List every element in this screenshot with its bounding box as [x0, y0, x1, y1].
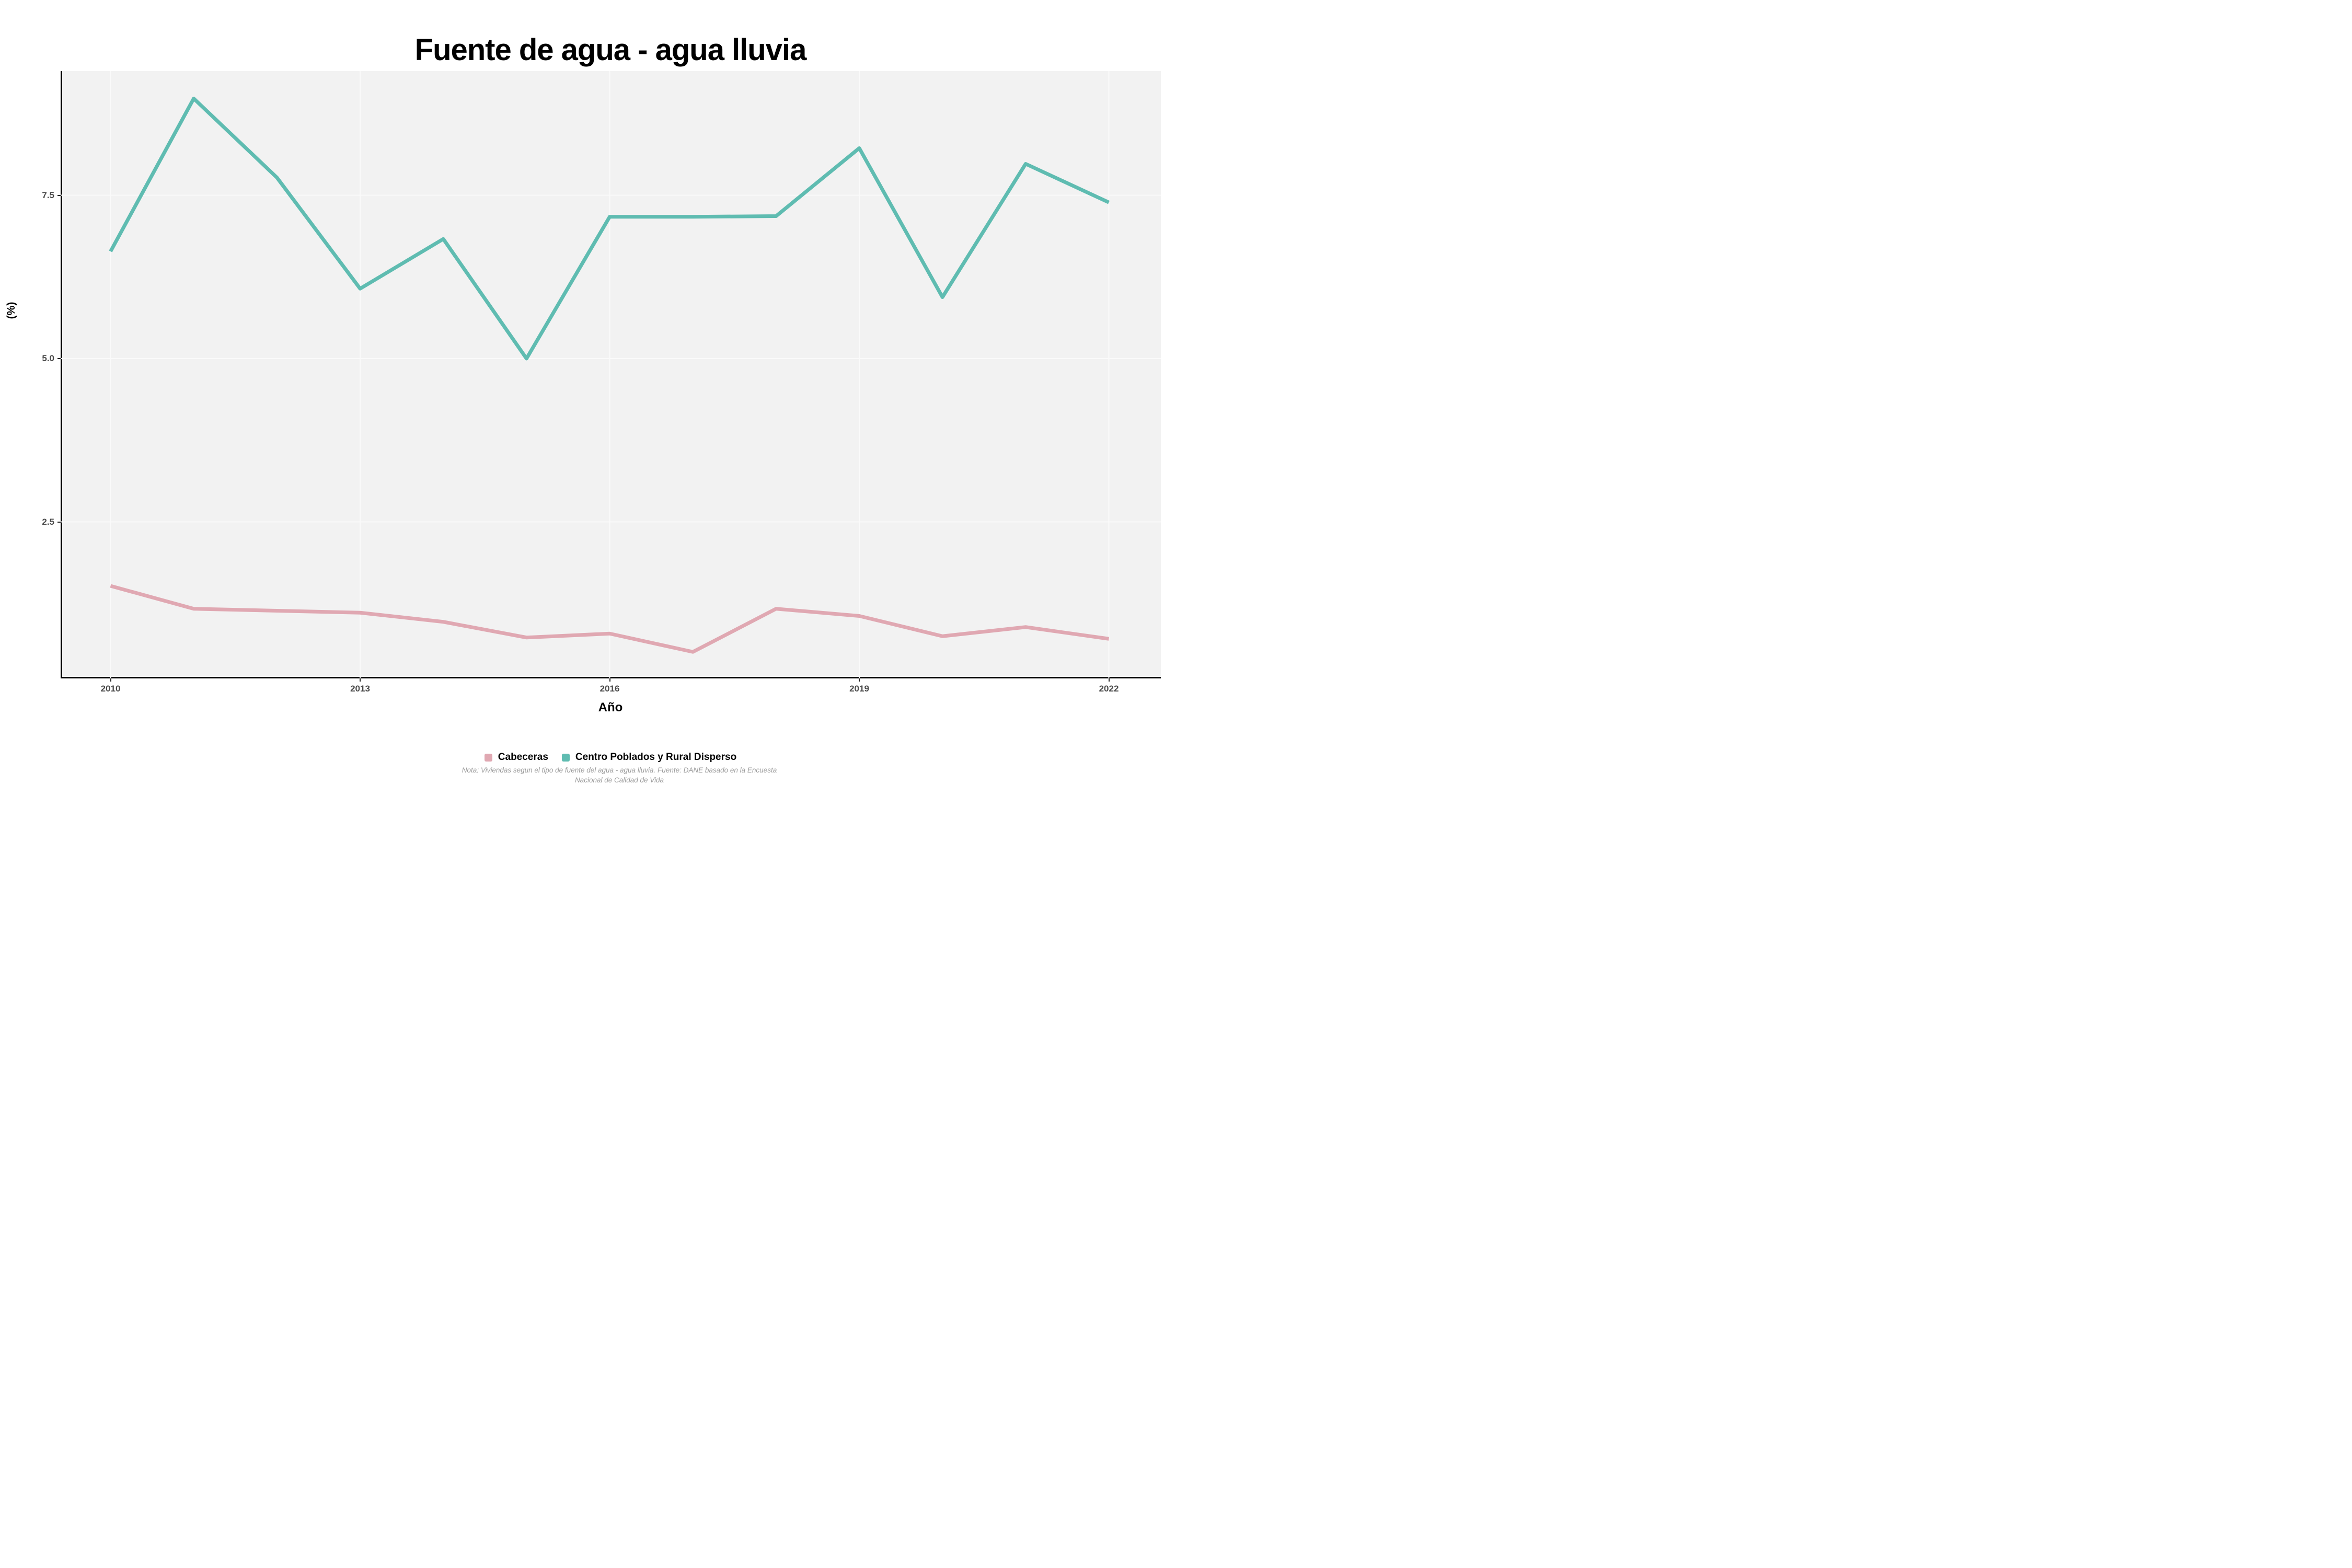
x-axis-tick-label: 2010	[100, 684, 121, 694]
chart-title: Fuente de agua - agua lluvia	[414, 33, 807, 67]
source-note-line2: Nacional de Calidad de Vida	[574, 776, 664, 784]
x-axis-tick-label: 2019	[849, 684, 869, 694]
chart-page: Fuente de agua - agua lluvia (%) Año 201…	[0, 0, 1176, 784]
x-axis-tick-label: 2022	[1099, 684, 1119, 694]
x-axis-tick	[609, 678, 610, 682]
legend-item-cabeceras: Cabeceras	[484, 752, 548, 763]
x-axis-tick	[1108, 678, 1110, 682]
y-axis-tick	[57, 358, 61, 359]
legend-item-label: Centro Poblados y Rural Disperso	[575, 752, 737, 763]
y-axis-tick-label: 7.5	[42, 190, 54, 200]
legend-item-label: Cabeceras	[498, 752, 548, 763]
legend-item-centro-poblados: Centro Poblados y Rural Disperso	[561, 752, 737, 763]
x-axis-tick	[360, 678, 361, 682]
y-axis-tick-label: 5.0	[42, 353, 54, 363]
legend-key-swatch	[561, 753, 570, 762]
source-note: Nota: Viviendas segun el tipo de fuente …	[63, 765, 1176, 784]
x-axis-tick-label: 2016	[599, 684, 620, 694]
x-axis-tick	[859, 678, 860, 682]
legend-key-swatch	[484, 753, 492, 762]
y-axis-tick	[57, 521, 61, 523]
source-note-line1: Nota: Viviendas segun el tipo de fuente …	[462, 766, 777, 774]
y-axis-tick-label: 2.5	[42, 516, 54, 527]
y-axis-tick	[57, 194, 61, 196]
x-axis-tick-label: 2013	[350, 684, 370, 694]
y-axis-title: (%)	[5, 302, 17, 319]
x-axis-title: Año	[598, 700, 623, 714]
x-axis-tick	[110, 678, 111, 682]
legend: Cabeceras Centro Poblados y Rural Disper…	[45, 752, 1176, 763]
plot-panel	[61, 71, 1161, 678]
